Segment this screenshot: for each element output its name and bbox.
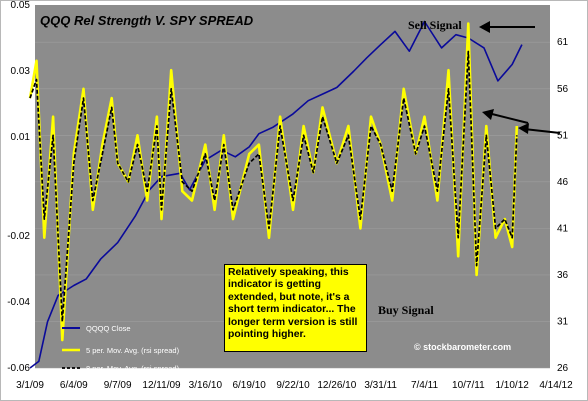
annotation-note: Relatively speaking, this indicator is g…: [224, 264, 367, 352]
x-axis-ticks: 3/1/09 6/4/09 9/7/09 12/11/09 3/16/10 6/19/10…: [16, 380, 573, 391]
y-right-tick-label: 51: [557, 130, 569, 141]
x-tick-label: 6/4/09: [60, 380, 88, 391]
y-left-tick-label: -0.04: [7, 297, 30, 308]
y-left-tick-label: -0.06: [7, 363, 30, 374]
x-tick-label: 12/11/09: [142, 380, 181, 391]
y-left-tick-label: 0.01: [11, 132, 31, 143]
x-tick-label: 9/22/10: [276, 380, 310, 391]
series-line-rsi-8ma: [29, 50, 518, 323]
x-tick-label: 10/7/11: [452, 380, 485, 391]
x-tick-label: 3/1/09: [16, 380, 44, 391]
y-left-tick-label: 0.03: [11, 66, 31, 77]
y-right-tick-label: 41: [557, 223, 569, 234]
buy-signal-label: Buy Signal: [378, 303, 434, 317]
y-right-tick-label: 36: [557, 270, 569, 281]
right-arrow: [518, 123, 561, 134]
series-line-qqqq-close: [29, 20, 523, 369]
y-right-tick-label: 26: [557, 363, 569, 374]
y-right-tick-label: 31: [557, 316, 569, 327]
x-tick-label: 9/7/09: [104, 380, 132, 391]
x-tick-label: 12/26/10: [317, 380, 356, 391]
y-axis-left-ticks: 0.05 0.03 0.01 -0.02 -0.04 -0.06: [7, 0, 30, 374]
y-right-tick-label: 46: [557, 177, 569, 188]
x-tick-label: 7/4/11: [411, 380, 438, 391]
legend: QQQQ Close 5 per. Mov. Avg. (rsi spread)…: [62, 324, 180, 373]
x-tick-label: 1/10/12: [495, 380, 529, 391]
mid-arrow: [482, 109, 529, 124]
legend-label-close: QQQQ Close: [86, 324, 131, 333]
y-left-tick-label: -0.02: [7, 231, 30, 242]
x-tick-label: 3/16/10: [189, 380, 223, 391]
y-right-tick-label: 56: [557, 84, 569, 95]
watermark: © stockbarometer.com: [414, 342, 511, 352]
x-tick-label: 4/14/12: [539, 380, 573, 391]
sell-signal-label: Sell Signal: [408, 18, 462, 32]
x-tick-label: 3/31/11: [364, 380, 397, 391]
chart-title: QQQ Rel Strength V. SPY SPREAD: [40, 13, 254, 28]
y-left-tick-label: 0.05: [11, 0, 31, 11]
x-tick-label: 6/19/10: [232, 380, 266, 391]
y-right-tick-label: 61: [557, 37, 569, 48]
y-axis-right-ticks: 61 56 51 46 41 36 31 26: [557, 37, 569, 374]
legend-label-5ma: 5 per. Mov. Avg. (rsi spread): [86, 346, 180, 355]
series-layer: [28, 20, 523, 369]
legend-label-8ma: 8 per. Mov. Avg. (rsi spread): [86, 364, 180, 373]
sell-arrow: [479, 21, 535, 33]
